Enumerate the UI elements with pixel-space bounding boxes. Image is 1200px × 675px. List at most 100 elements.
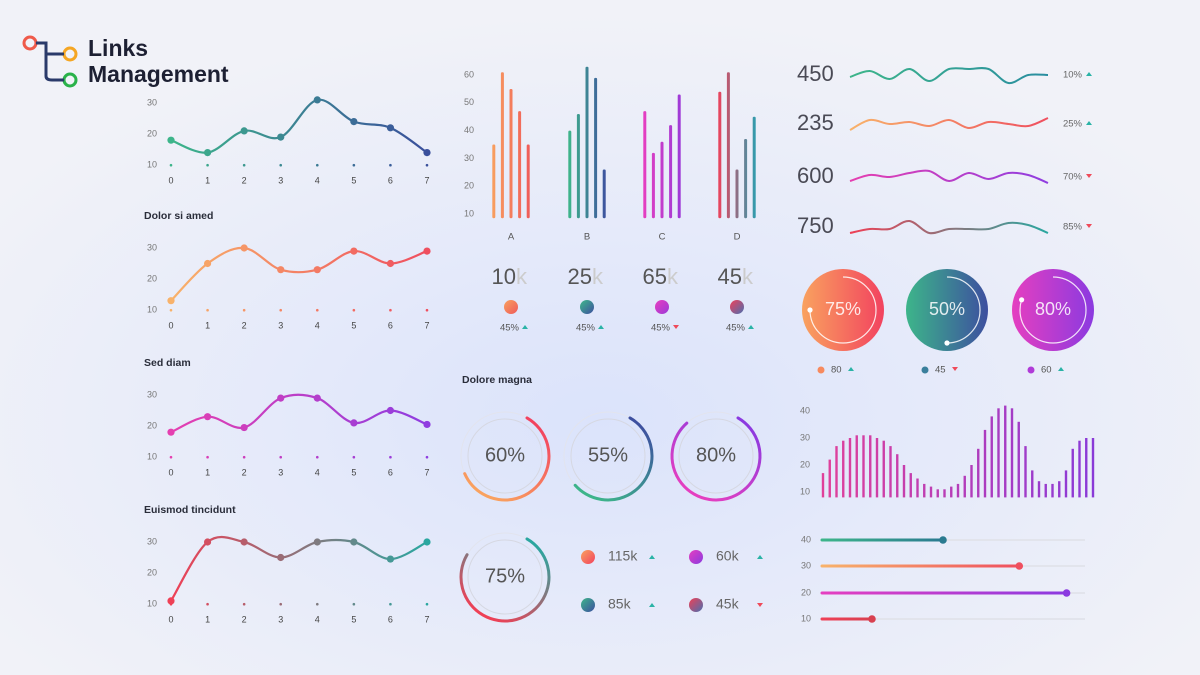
x-tick-mark bbox=[315, 308, 319, 312]
chart-title: Dolor si amed bbox=[144, 210, 213, 222]
x-tick-mark bbox=[352, 602, 356, 606]
trend-arrow bbox=[522, 325, 528, 329]
y-tick-label: 20 bbox=[147, 567, 157, 577]
kpi-value: 25 bbox=[568, 264, 592, 289]
bar bbox=[1071, 448, 1074, 498]
x-tick-label: 1 bbox=[205, 176, 210, 186]
bar bbox=[1031, 470, 1034, 498]
bar bbox=[576, 113, 580, 219]
legend-dot bbox=[921, 366, 929, 374]
logo-link bbox=[36, 41, 64, 82]
point bbox=[277, 266, 285, 274]
x-tick-label: 6 bbox=[388, 468, 393, 478]
bar bbox=[518, 111, 522, 219]
gauge-inner bbox=[467, 418, 543, 494]
kpi-dot bbox=[730, 300, 744, 314]
bar bbox=[923, 483, 926, 498]
bar bbox=[752, 116, 756, 219]
bar bbox=[821, 473, 825, 498]
sparkline-value: 450 bbox=[797, 61, 834, 86]
bar bbox=[602, 169, 606, 219]
gauge-label: 75% bbox=[485, 565, 525, 587]
bar bbox=[1037, 481, 1041, 498]
bar bbox=[909, 473, 912, 498]
x-tick-label: 6 bbox=[388, 321, 393, 331]
bar bbox=[1085, 438, 1088, 498]
x-tick-mark bbox=[425, 455, 429, 459]
y-tick-label: 30 bbox=[147, 97, 157, 107]
sparkline-change: 10% bbox=[1063, 70, 1083, 81]
bar bbox=[977, 448, 980, 498]
gauge-label: 60% bbox=[485, 444, 525, 466]
x-tick-label: 5 bbox=[351, 176, 356, 186]
x-tick-mark bbox=[279, 308, 283, 312]
kpi-change: 45% bbox=[651, 323, 671, 334]
sparkline-value: 750 bbox=[797, 213, 834, 238]
x-tick-label: 7 bbox=[424, 321, 429, 331]
bar bbox=[848, 438, 852, 498]
donut-disc bbox=[802, 269, 884, 351]
donut-knob bbox=[1019, 297, 1025, 303]
x-tick-mark bbox=[389, 455, 392, 459]
x-tick-label: 1 bbox=[205, 321, 210, 331]
point bbox=[423, 149, 431, 157]
bar bbox=[950, 486, 953, 498]
bar bbox=[1058, 481, 1061, 498]
x-tick-mark bbox=[242, 455, 246, 459]
x-tick-label: D bbox=[734, 232, 741, 243]
bar bbox=[1044, 483, 1047, 498]
progress-knob bbox=[1015, 562, 1024, 570]
x-tick-mark bbox=[242, 163, 246, 167]
bar bbox=[902, 465, 906, 498]
x-tick-label: 7 bbox=[424, 176, 429, 186]
donut-disc bbox=[906, 269, 988, 351]
sparkline bbox=[849, 117, 1049, 131]
sparkline-value: 600 bbox=[797, 163, 834, 188]
chart-title: Sed diam bbox=[144, 357, 191, 369]
point bbox=[203, 413, 212, 421]
legend-label: 60k bbox=[716, 548, 740, 564]
x-tick-mark bbox=[169, 308, 173, 312]
bar bbox=[492, 144, 496, 219]
x-tick-mark bbox=[206, 308, 209, 312]
gauge-inner bbox=[678, 418, 754, 494]
gauge-inner bbox=[570, 418, 646, 494]
point bbox=[350, 247, 358, 255]
bar bbox=[1078, 440, 1081, 498]
point bbox=[386, 555, 395, 563]
point bbox=[313, 538, 321, 546]
bar bbox=[855, 435, 858, 498]
sparkline-change: 70% bbox=[1063, 172, 1083, 183]
x-tick-label: 1 bbox=[205, 615, 210, 625]
bar bbox=[875, 438, 879, 498]
y-tick-label: 20 bbox=[147, 273, 157, 283]
x-tick-label: 7 bbox=[424, 468, 429, 478]
y-tick-label: 30 bbox=[147, 389, 157, 399]
progress-knob bbox=[939, 536, 947, 544]
bar bbox=[677, 94, 681, 219]
y-tick-label: 20 bbox=[800, 459, 810, 469]
point bbox=[350, 118, 358, 126]
kpi-change: 45% bbox=[576, 323, 596, 334]
bar bbox=[835, 446, 838, 498]
x-tick-label: C bbox=[659, 232, 666, 243]
sparkline-value: 235 bbox=[797, 110, 834, 135]
kpi-unit: k bbox=[592, 264, 604, 289]
point bbox=[240, 538, 248, 546]
gauge-label: 80% bbox=[696, 444, 736, 466]
x-tick-label: 3 bbox=[278, 176, 283, 186]
legend-dot bbox=[581, 550, 595, 564]
legend-dot bbox=[689, 598, 703, 612]
x-tick-mark bbox=[315, 163, 319, 167]
y-tick-label: 10 bbox=[464, 208, 474, 218]
bar bbox=[1024, 446, 1027, 498]
y-tick-label: 20 bbox=[147, 420, 157, 430]
x-tick-label: 6 bbox=[388, 176, 393, 186]
kpi-value: 45 bbox=[718, 264, 742, 289]
x-tick-mark bbox=[206, 163, 209, 167]
legend-dot bbox=[1027, 366, 1035, 374]
section-title: Dolore magna bbox=[462, 374, 532, 386]
x-tick-label: 5 bbox=[351, 468, 356, 478]
x-tick-label: 0 bbox=[168, 615, 173, 625]
